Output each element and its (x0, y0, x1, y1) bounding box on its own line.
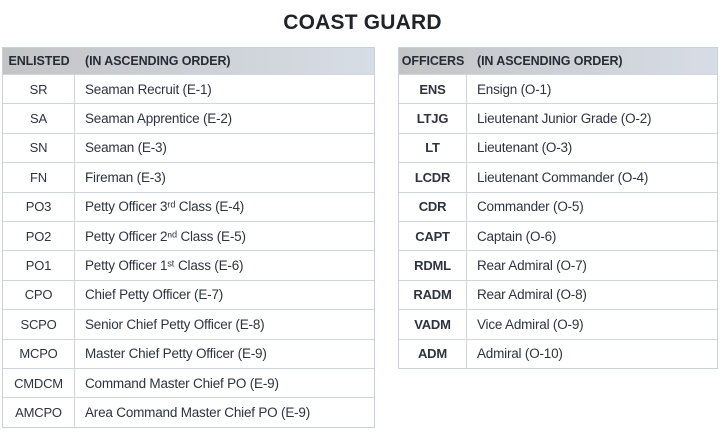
table-row: RDML Rear Admiral (O-7) (399, 250, 717, 280)
enlisted-table-header: ENLISTED (IN ASCENDING ORDER) (3, 48, 374, 74)
page-title: COAST GUARD (283, 11, 442, 34)
table-row: ENS Ensign (O-1) (399, 74, 717, 104)
rank-desc: Vice Admiral (O-9) (477, 316, 584, 332)
rank-abbr: RDML (399, 251, 467, 280)
rank-abbr: PO3 (3, 192, 75, 221)
rank-abbr: PO2 (3, 221, 75, 251)
table-row: CMDCM Command Master Chief PO (E-9) (3, 367, 374, 398)
rank-desc: Master Chief Petty Officer (E-9) (85, 346, 267, 362)
rank-abbr: VADM (399, 310, 467, 339)
rank-abbr: MCPO (3, 339, 75, 368)
table-row: SR Seaman Recruit (E-1) (3, 74, 374, 104)
officers-header-order-note: (IN ASCENDING ORDER) (477, 54, 623, 68)
rank-desc: Lieutenant Commander (O-4) (477, 169, 649, 185)
rank-abbr: LT (399, 133, 467, 163)
rank-abbr: PO1 (3, 251, 75, 280)
table-row: PO1 Petty Officer 1ˢᵗ Class (E-6) (3, 250, 374, 280)
rank-desc: Seaman Apprentice (E-2) (85, 111, 232, 127)
rank-abbr: SA (3, 104, 75, 133)
rank-abbr: SR (3, 75, 75, 104)
rank-desc: Admiral (O-10) (477, 346, 563, 362)
officers-rank-table: OFFICERS (IN ASCENDING ORDER) ENS Ensign… (398, 47, 718, 369)
table-row: SN Seaman (E-3) (3, 132, 374, 163)
rank-abbr: FN (3, 163, 75, 192)
enlisted-header-abbreviation: ENLISTED (8, 54, 70, 68)
rank-desc: Area Command Master Chief PO (E-9) (85, 404, 311, 420)
table-row: PO3 Petty Officer 3ʳᵈ Class (E-4) (3, 191, 374, 221)
rank-abbr: CPO (3, 280, 75, 310)
enlisted-header-order-note: (IN ASCENDING ORDER) (85, 54, 231, 68)
table-row: RADM Rear Admiral (O-8) (399, 279, 717, 310)
rank-abbr: ENS (399, 75, 467, 104)
rank-desc: Rear Admiral (O-8) (477, 287, 587, 303)
officers-header-abbreviation: OFFICERS (401, 54, 465, 68)
rank-desc: Petty Officer 2ⁿᵈ Class (E-5) (85, 228, 246, 244)
rank-desc: Senior Chief Petty Officer (E-8) (85, 316, 265, 332)
officers-table-header: OFFICERS (IN ASCENDING ORDER) (399, 48, 717, 74)
table-row: VADM Vice Admiral (O-9) (399, 309, 717, 339)
rank-abbr: SCPO (3, 310, 75, 339)
rank-desc: Lieutenant (O-3) (477, 140, 573, 156)
rank-desc: Rear Admiral (O-7) (477, 258, 587, 274)
rank-abbr: AMCPO (3, 398, 75, 427)
table-row: MCPO Master Chief Petty Officer (E-9) (3, 338, 374, 368)
rank-desc: Commander (O-5) (477, 199, 584, 215)
rank-abbr: LTJG (399, 104, 467, 133)
rank-desc: Command Master Chief PO (E-9) (85, 375, 279, 391)
table-row: AMCPO Area Command Master Chief PO (E-9) (3, 397, 374, 427)
table-row: PO2 Petty Officer 2ⁿᵈ Class (E-5) (3, 220, 374, 251)
rank-desc: Petty Officer 3ʳᵈ Class (E-4) (85, 199, 245, 215)
rank-desc: Petty Officer 1ˢᵗ Class (E-6) (85, 258, 244, 274)
rank-abbr: ADM (399, 339, 467, 368)
table-row: FN Fireman (E-3) (3, 162, 374, 192)
table-row: CAPT Captain (O-6) (399, 220, 717, 251)
rank-desc: Seaman Recruit (E-1) (85, 81, 212, 97)
table-row: LT Lieutenant (O-3) (399, 132, 717, 163)
rank-abbr: CDR (399, 192, 467, 221)
rank-desc: Ensign (O-1) (477, 81, 552, 97)
rank-desc: Seaman (E-3) (85, 140, 167, 156)
table-row: ADM Admiral (O-10) (399, 338, 717, 368)
rank-abbr: RADM (399, 280, 467, 310)
rank-abbr: CAPT (399, 221, 467, 251)
table-row: CPO Chief Petty Officer (E-7) (3, 279, 374, 310)
rank-desc: Chief Petty Officer (E-7) (85, 287, 224, 303)
table-row: LCDR Lieutenant Commander (O-4) (399, 162, 717, 192)
table-row: CDR Commander (O-5) (399, 191, 717, 221)
rank-abbr: LCDR (399, 163, 467, 192)
table-row: SCPO Senior Chief Petty Officer (E-8) (3, 309, 374, 339)
rank-abbr: CMDCM (3, 368, 75, 398)
table-row: SA Seaman Apprentice (E-2) (3, 103, 374, 133)
rank-desc: Fireman (E-3) (85, 169, 166, 185)
rank-desc: Lieutenant Junior Grade (O-2) (477, 111, 652, 127)
rank-desc: Captain (O-6) (477, 228, 557, 244)
table-row: LTJG Lieutenant Junior Grade (O-2) (399, 103, 717, 133)
enlisted-rank-table: ENLISTED (IN ASCENDING ORDER) SR Seaman … (2, 47, 375, 428)
rank-abbr: SN (3, 133, 75, 163)
